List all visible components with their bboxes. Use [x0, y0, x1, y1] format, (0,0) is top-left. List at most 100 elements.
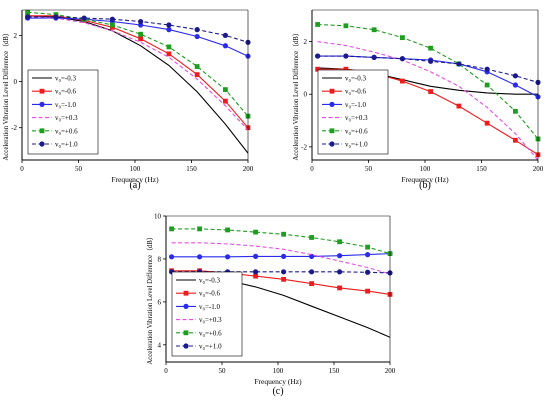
legend-2: v₀=-0.3 v₀=-0.6 v₀=-1.0 v₀=+0.3 v₀=+0.6 v₀=+1… [171, 271, 243, 357]
legend-marker-2-5 [183, 343, 189, 349]
legend-label-0-2: v₀=-1.0 [55, 101, 76, 109]
data-point-1-5-5 [456, 61, 462, 67]
data-point-1-2-7 [512, 82, 519, 88]
data-point-0-1-6 [194, 72, 200, 78]
legend-label-0-0: v₀=-0.3 [55, 75, 76, 83]
x-axis-label-1: Frequency (Hz) [401, 175, 449, 184]
y-tick-label-0-2: 2 [14, 32, 18, 40]
y-axis-label-1: Acceleration Vibration Level Difference（… [292, 29, 300, 160]
x-tick-label-1-1: 50 [365, 165, 373, 173]
data-point-2-1-7 [365, 288, 370, 294]
series-1-3 [317, 41, 538, 160]
legend-marker-0-4 [39, 128, 45, 134]
legend-marker-1-2 [329, 101, 335, 107]
legend-label-0-1: v₀=-0.6 [55, 88, 76, 96]
legend-label-1-4: v₀=+0.6 [345, 127, 368, 135]
data-point-0-5-1 [53, 14, 59, 20]
series-0-5 [25, 14, 251, 45]
legend-marker-1-4 [329, 128, 335, 134]
data-point-2-1-6 [337, 285, 342, 291]
data-point-1-5-6 [484, 66, 490, 72]
legend-0: v₀=-0.3 v₀=-0.6 v₀=-1.0 v₀=+0.3 v₀=+0.6 v₀=+1… [27, 69, 99, 155]
y-tick-label-0-0: -2 [11, 124, 17, 132]
legend-label-0-3: v₀=+0.3 [55, 114, 78, 122]
data-point-1-5-7 [512, 73, 519, 79]
data-point-1-4-4 [428, 45, 434, 51]
data-point-1-1-7 [513, 137, 518, 143]
legend-box-0 [27, 69, 99, 155]
data-point-1-1-1 [343, 66, 349, 72]
data-point-2-4-1 [197, 226, 202, 232]
panel-label-0: (a) [129, 180, 140, 191]
data-point-1-4-6 [484, 82, 490, 88]
data-point-0-5-5 [166, 22, 172, 28]
legend-box-1 [317, 69, 389, 155]
data-point-2-2-4 [281, 253, 287, 259]
data-point-2-2-7 [365, 252, 371, 258]
data-point-0-4-6 [194, 64, 200, 69]
x-tick-label-1-2: 100 [420, 165, 431, 173]
chart-panel-2: 0 50 100 150 200 4 6 8 10 Frequency (Hz) Accelerat… [146, 213, 396, 398]
series-0-3 [27, 16, 248, 131]
data-point-0-2-5 [166, 27, 172, 33]
data-point-1-1-5 [456, 103, 462, 109]
data-point-0-1-4 [138, 36, 144, 42]
data-point-1-4-2 [371, 27, 377, 33]
x-tick-label-1-0: 0 [310, 165, 314, 173]
series-line-0-4 [27, 11, 248, 117]
y-tick-label-2-1: 6 [158, 298, 162, 306]
data-point-1-5-3 [399, 56, 405, 62]
data-point-2-4-0 [169, 226, 174, 232]
data-point-0-2-7 [222, 43, 228, 49]
data-point-0-5-0 [25, 14, 31, 20]
data-point-2-5-3 [253, 269, 259, 275]
legend-label-2-3: v₀=+0.3 [199, 316, 222, 324]
y-axis-label-2: Acceleration Vibration Level Difference（… [146, 233, 154, 364]
data-point-2-4-3 [253, 229, 258, 235]
data-point-1-4-3 [400, 35, 405, 41]
legend-label-0-4: v₀=+0.6 [55, 127, 78, 135]
data-point-1-4-7 [513, 108, 518, 114]
series-line-2-2 [171, 253, 390, 258]
legend-label-1-2: v₀=-1.0 [345, 101, 366, 109]
legend-marker-0-1 [39, 88, 45, 94]
series-line-1-4 [317, 23, 538, 140]
series-2-4 [169, 226, 393, 256]
series-line-0-5 [27, 16, 248, 43]
data-point-0-5-3 [109, 16, 115, 22]
series-2-3 [171, 242, 390, 275]
data-point-1-1-6 [484, 120, 490, 126]
panel-label-2: (c) [272, 386, 283, 397]
chart-panel-1: 0 50 100 150 200 -2 0 2 Frequency (Hz) Accelerati… [292, 9, 544, 191]
data-point-2-2-5 [309, 253, 315, 259]
legend-1: v₀=-0.3 v₀=-0.6 v₀=-1.0 v₀=+0.3 v₀=+0.6 v₀=+1… [317, 69, 389, 155]
legend-label-2-5: v₀=+1.0 [199, 343, 222, 351]
y-tick-label-0-1: 0 [14, 78, 18, 86]
legend-marker-1-5 [329, 141, 335, 147]
series-2-2 [169, 250, 393, 260]
y-tick-label-2-3: 10 [154, 213, 162, 221]
legend-label-1-1: v₀=-0.6 [345, 88, 366, 96]
x-axis-label-2: Frequency (Hz) [254, 377, 302, 386]
panel-label-1: (b) [419, 180, 431, 191]
x-tick-label-1-4: 200 [533, 165, 544, 173]
legend-marker-0-5 [39, 141, 45, 147]
data-point-0-4-3 [110, 22, 115, 28]
legend-label-1-5: v₀=+1.0 [345, 141, 368, 149]
data-point-2-4-6 [337, 239, 342, 245]
legend-label-1-0: v₀=-0.3 [345, 75, 366, 83]
data-point-2-1-4 [281, 276, 286, 282]
x-tick-label-0-0: 0 [20, 165, 24, 173]
data-point-1-1-0 [315, 66, 321, 72]
chart-panel-0: 0 50 100 150 200 -2 0 2 Frequency (Hz) Accelerati… [2, 9, 254, 191]
legend-label-2-2: v₀=-1.0 [199, 303, 220, 311]
x-tick-label-0-2: 100 [130, 165, 141, 173]
legend-marker-1-1 [329, 88, 335, 94]
data-point-2-5-5 [309, 269, 315, 275]
series-line-2-3 [171, 242, 390, 275]
data-point-1-4-0 [315, 22, 321, 27]
data-point-1-4-1 [343, 23, 349, 29]
legend-label-2-1: v₀=-0.6 [199, 290, 220, 298]
data-point-2-4-7 [365, 244, 370, 250]
data-point-1-1-4 [428, 89, 434, 94]
